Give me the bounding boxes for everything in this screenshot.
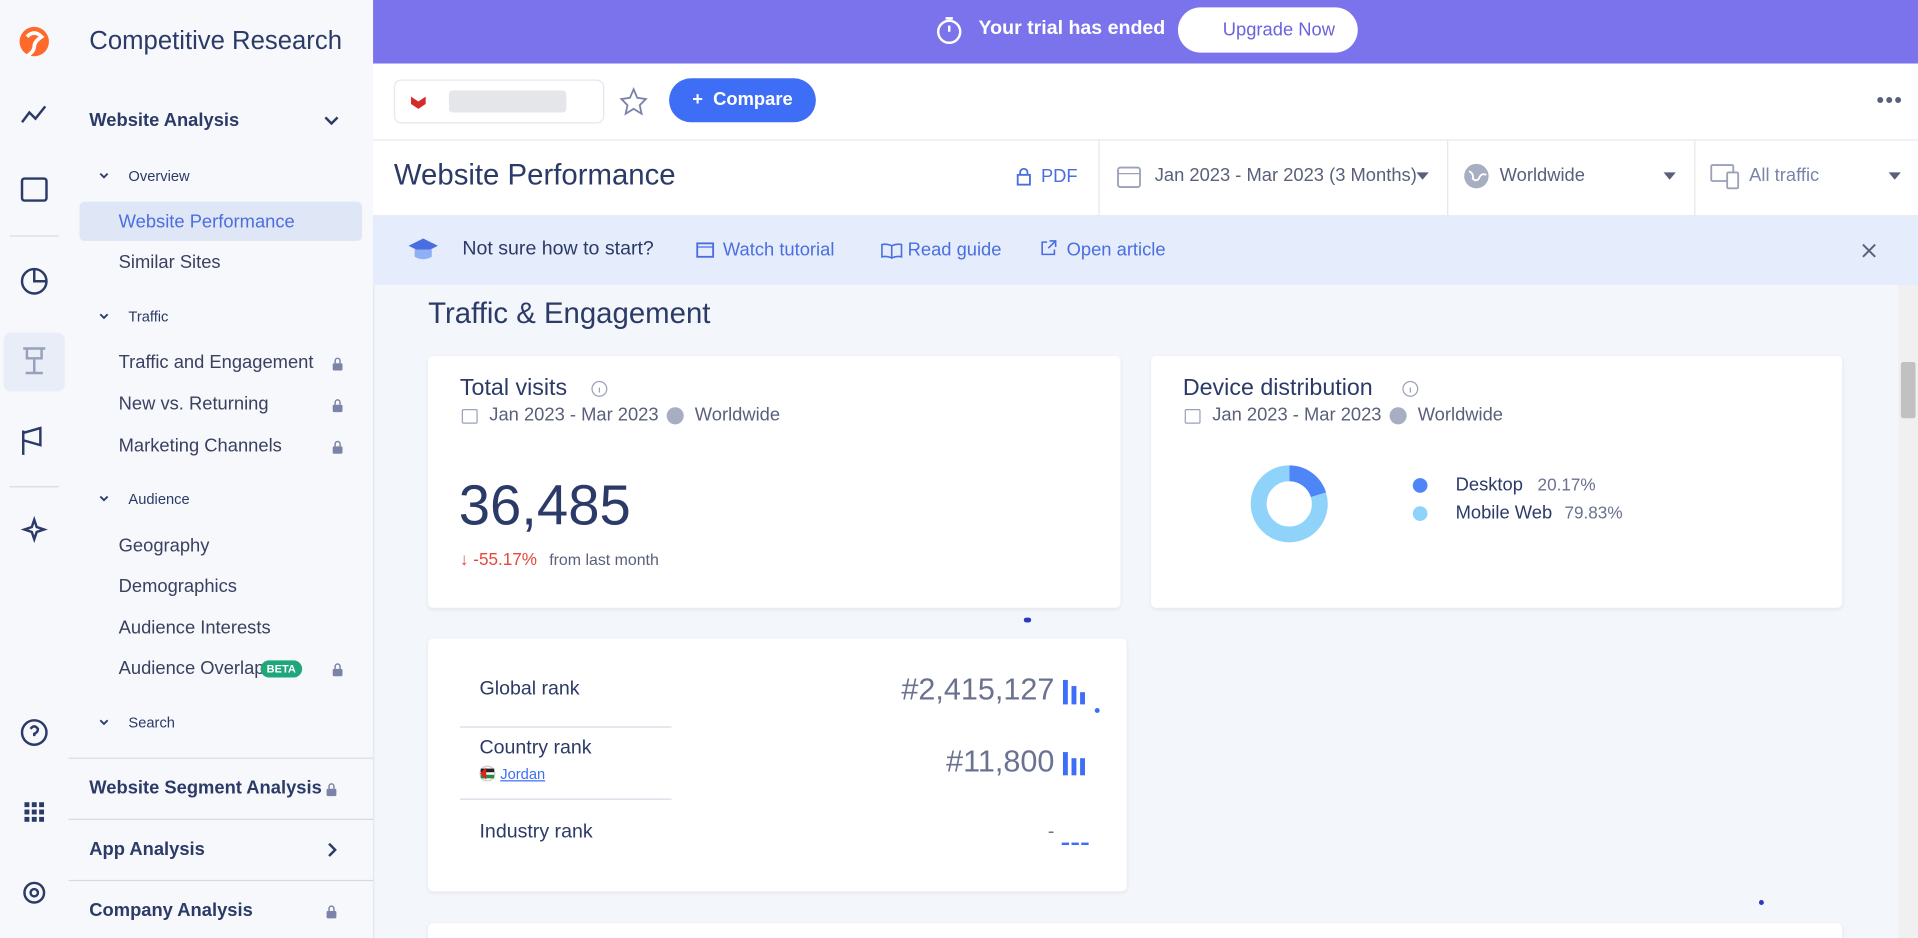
country-filter[interactable]: Worldwide	[1499, 165, 1585, 186]
hint-bar	[373, 216, 1918, 285]
card-region: Worldwide	[694, 404, 781, 426]
rank-card	[428, 638, 1127, 892]
site-selector[interactable]	[393, 79, 605, 124]
pdf-button[interactable]: PDF	[1040, 166, 1078, 188]
nav-group[interactable]: Audience	[128, 490, 190, 508]
open-article-link[interactable]: Open article	[1066, 239, 1166, 261]
card-date: Jan 2023 - Mar 2023	[1212, 404, 1382, 426]
icon-rail	[0, 0, 70, 938]
upgrade-label: Upgrade Now	[1222, 19, 1335, 41]
legend-dot	[1412, 478, 1428, 493]
change-text: -55.17%	[473, 549, 538, 569]
nav-item[interactable]: Audience Overlap	[118, 657, 265, 679]
total-visits-card	[428, 355, 1121, 608]
banner-message: Your trial has ended	[978, 18, 1166, 40]
nav-item[interactable]: New vs. Returning	[118, 393, 269, 415]
nav-group[interactable]: Traffic	[128, 308, 169, 326]
scrollbar[interactable]	[1898, 284, 1918, 938]
site-name-blurred	[448, 90, 567, 113]
card-title: Total visits	[459, 375, 568, 402]
rank-label: Global rank	[479, 678, 580, 700]
compare-label: Compare	[713, 89, 793, 111]
nav-group[interactable]: Search	[128, 714, 175, 732]
legend-name: Desktop	[1455, 474, 1523, 496]
close-hint[interactable]	[1860, 242, 1877, 259]
legend-value: 20.17%	[1537, 474, 1596, 495]
change-value: ↓ -55.17%	[459, 549, 538, 569]
page-header	[373, 140, 1918, 217]
watch-tutorial-link[interactable]: Watch tutorial	[722, 239, 835, 261]
nav-section[interactable]: Website Segment Analysis	[89, 777, 322, 799]
date-filter[interactable]: Jan 2023 - Mar 2023 (3 Months)	[1154, 165, 1417, 186]
upgrade-button[interactable]: Upgrade Now	[1177, 7, 1358, 53]
toolbar	[373, 63, 1918, 141]
device-donut	[1250, 465, 1328, 543]
rank-value: #11,800	[946, 744, 1055, 779]
country-link[interactable]: Jordan	[500, 765, 546, 783]
nav-item[interactable]: Audience Interests	[118, 617, 271, 639]
nav-item[interactable]: Geography	[118, 535, 210, 557]
legend-dot	[1412, 506, 1428, 521]
nav-group[interactable]: Overview	[128, 167, 190, 185]
sidebar-icons	[68, 116, 374, 919]
legend-name: Mobile Web	[1455, 502, 1553, 524]
beta-badge: BETA	[260, 660, 302, 678]
nav-selected	[79, 201, 363, 241]
donut-segment	[1250, 465, 1328, 543]
card-region: Worldwide	[1417, 404, 1504, 426]
nav-item[interactable]: Marketing Channels	[118, 435, 282, 457]
sidebar	[68, 0, 375, 938]
total-visits-value: 36,485	[458, 473, 631, 537]
legend-value: 79.83%	[1564, 502, 1623, 523]
more-menu[interactable]: •••	[1876, 88, 1904, 113]
change-note: from last month	[549, 550, 659, 569]
star-button[interactable]	[618, 86, 650, 118]
rank-label: Country rank	[479, 737, 592, 759]
card-title: Device distribution	[1182, 375, 1373, 402]
card-date: Jan 2023 - Mar 2023	[489, 404, 659, 426]
section-title: Traffic & Engagement	[428, 297, 711, 331]
rank-value: #2,415,127	[901, 672, 1055, 707]
nav-item[interactable]: Demographics	[118, 575, 237, 597]
nav-section[interactable]: Website Analysis	[89, 110, 240, 131]
nav-section[interactable]: App Analysis	[89, 838, 205, 860]
nav-section[interactable]: Company Analysis	[89, 900, 253, 921]
nav-item[interactable]: Similar Sites	[118, 251, 221, 273]
timer-icon	[936, 17, 962, 45]
rank-icons	[1061, 679, 1100, 846]
rank-value: -	[1047, 821, 1055, 843]
read-guide-link[interactable]: Read guide	[907, 239, 1002, 261]
hint-question: Not sure how to start?	[462, 238, 654, 260]
rail-icons	[3, 26, 65, 904]
sidebar-title: Competitive Research	[89, 26, 342, 56]
rank-label: Industry rank	[479, 821, 593, 843]
traffic-filter[interactable]: All traffic	[1749, 165, 1820, 186]
compare-button[interactable]: + Compare	[669, 78, 816, 123]
page-title: Website Performance	[393, 158, 676, 192]
nav-item[interactable]: Website Performance	[118, 211, 295, 233]
nav-item[interactable]: Traffic and Engagement	[118, 352, 314, 373]
trial-banner	[373, 0, 1918, 64]
next-card	[428, 923, 1843, 938]
